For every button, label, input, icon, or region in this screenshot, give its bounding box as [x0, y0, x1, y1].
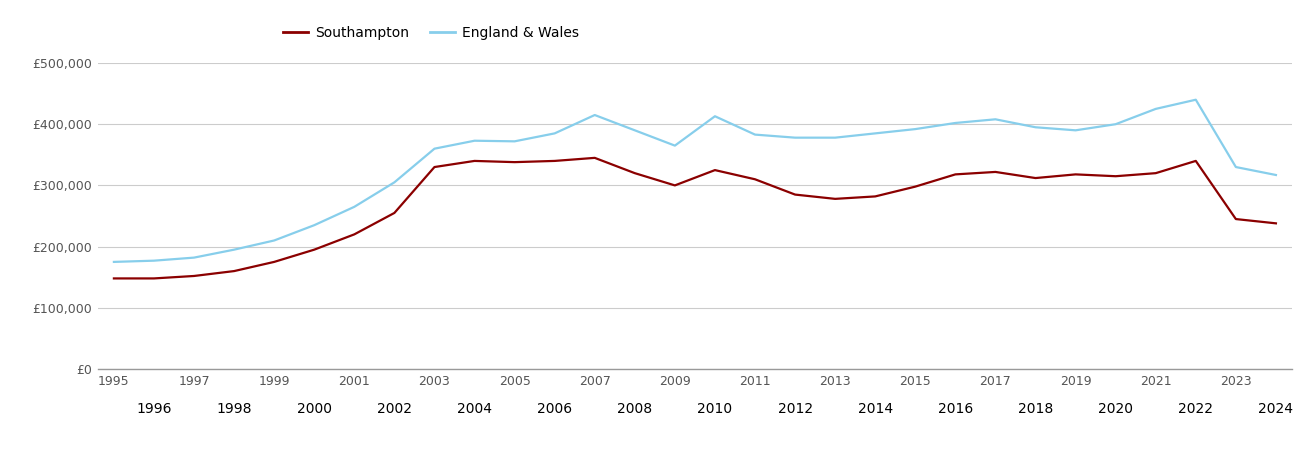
Legend: Southampton, England & Wales: Southampton, England & Wales — [277, 20, 585, 45]
